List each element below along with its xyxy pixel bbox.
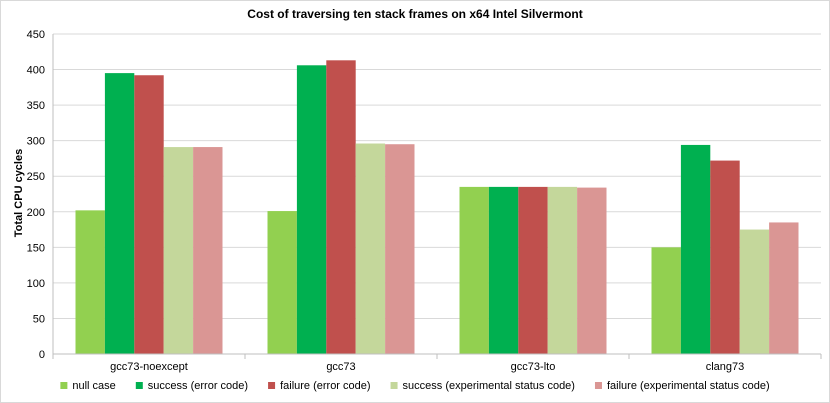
x-tick-label: gcc73-noexcept xyxy=(110,361,188,373)
x-tick-label: gcc73-lto xyxy=(511,361,556,373)
bars xyxy=(75,60,799,355)
legend-label: null case xyxy=(72,380,115,392)
y-tick-label: 200 xyxy=(27,207,45,219)
y-tick-label: 300 xyxy=(27,136,45,148)
legend-swatch xyxy=(390,382,398,389)
bar xyxy=(547,186,578,354)
bar xyxy=(739,229,770,354)
bar xyxy=(710,160,740,354)
axes: 0 50 100 150 200 250 300 350 400 450 gcc73-noexcep… xyxy=(27,29,822,373)
legend-item: success (experimental status code) xyxy=(390,380,575,392)
legend-swatch xyxy=(60,382,68,389)
bar xyxy=(296,65,327,355)
bar xyxy=(577,187,607,354)
legend: null case success (error code) failure (er… xyxy=(60,380,770,392)
bar xyxy=(326,60,356,355)
bar xyxy=(104,73,135,354)
y-tick-label: 0 xyxy=(39,349,45,361)
chart-title: Cost of traversing ten stack frames on x… xyxy=(247,7,582,21)
y-tick-label: 400 xyxy=(27,65,45,77)
bar xyxy=(75,210,105,354)
bar xyxy=(134,75,164,354)
bar xyxy=(163,147,194,354)
bar xyxy=(518,186,548,354)
y-tick-label: 100 xyxy=(27,278,45,290)
legend-label: success (error code) xyxy=(148,380,248,392)
legend-label: failure (error code) xyxy=(280,380,370,392)
y-tick-label: 250 xyxy=(27,171,45,183)
bar xyxy=(680,144,711,354)
bar xyxy=(267,211,297,354)
x-tick-label: gcc73 xyxy=(326,361,355,373)
legend-swatch xyxy=(594,382,602,389)
legend-item: success (error code) xyxy=(135,380,248,392)
x-tick-label: clang73 xyxy=(706,361,745,373)
legend-swatch xyxy=(268,382,276,389)
y-tick-label: 350 xyxy=(27,100,45,112)
legend-item: null case xyxy=(60,380,116,392)
bar xyxy=(385,144,415,354)
legend-label: failure (experimental status code) xyxy=(607,380,770,392)
bar xyxy=(355,143,386,354)
legend-label: success (experimental status code) xyxy=(403,380,575,392)
bar xyxy=(488,186,519,354)
legend-item: failure (error code) xyxy=(268,380,371,392)
y-axis-title: Total CPU cycles xyxy=(13,149,25,237)
y-tick-label: 50 xyxy=(33,313,45,325)
y-tick-label: 450 xyxy=(27,29,45,41)
legend-item: failure (experimental status code) xyxy=(594,380,770,392)
bar xyxy=(459,186,489,354)
y-tick-label: 150 xyxy=(27,242,45,254)
legend-swatch xyxy=(135,382,143,389)
bar xyxy=(769,222,799,354)
bar xyxy=(651,247,681,354)
bar xyxy=(193,147,223,354)
